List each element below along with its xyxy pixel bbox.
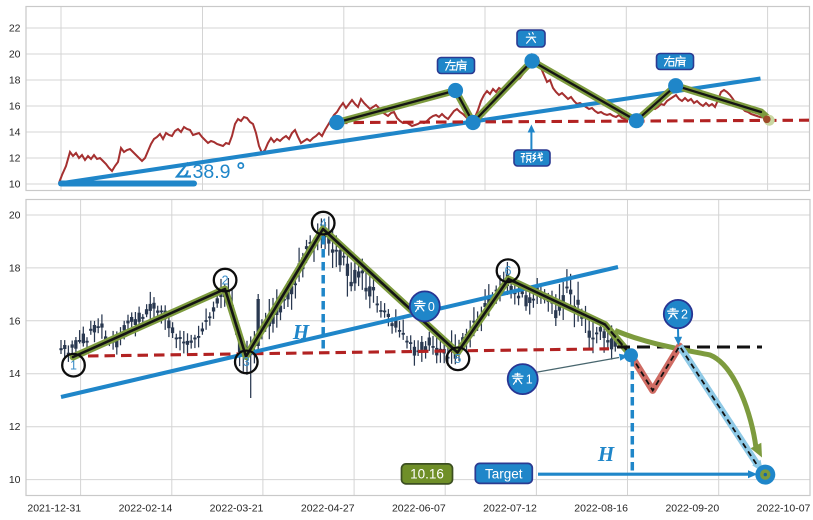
svg-text:2: 2 — [222, 273, 229, 287]
svg-text:Target: Target — [485, 467, 523, 482]
svg-text:H: H — [292, 320, 310, 344]
svg-text:16: 16 — [9, 315, 21, 327]
svg-text:1: 1 — [70, 358, 77, 372]
svg-text:5: 5 — [454, 352, 461, 366]
svg-text:2022-09-20: 2022-09-20 — [665, 503, 719, 515]
svg-text:10: 10 — [9, 179, 21, 191]
svg-text:10.16: 10.16 — [410, 467, 444, 482]
svg-text:38.9: 38.9 — [193, 161, 231, 183]
svg-text:2022-04-27: 2022-04-27 — [301, 503, 355, 515]
svg-text:10: 10 — [9, 474, 21, 486]
svg-text:18: 18 — [9, 262, 21, 274]
svg-text:16: 16 — [9, 101, 21, 113]
svg-text:0: 0 — [428, 300, 435, 314]
svg-text:2021-12-31: 2021-12-31 — [27, 503, 81, 515]
svg-text:14: 14 — [9, 368, 21, 380]
svg-text:2022-08-16: 2022-08-16 — [574, 503, 628, 515]
svg-text:3: 3 — [243, 355, 250, 369]
svg-text:6: 6 — [505, 264, 512, 278]
svg-text:4: 4 — [320, 216, 327, 230]
svg-text:2022-06-07: 2022-06-07 — [392, 503, 446, 515]
svg-text:22: 22 — [9, 23, 21, 35]
svg-text:2022-07-12: 2022-07-12 — [483, 503, 537, 515]
svg-text:20: 20 — [9, 210, 21, 222]
svg-text:H: H — [597, 442, 615, 466]
svg-text:2022-02-14: 2022-02-14 — [119, 503, 173, 515]
svg-text:18: 18 — [9, 75, 21, 87]
svg-text:14: 14 — [9, 127, 21, 139]
svg-text:12: 12 — [9, 421, 21, 433]
svg-text:2: 2 — [681, 308, 688, 322]
svg-text:2022-10-07: 2022-10-07 — [757, 503, 811, 515]
svg-text:1: 1 — [526, 373, 533, 387]
svg-text:2022-03-21: 2022-03-21 — [210, 503, 264, 515]
svg-text:12: 12 — [9, 153, 21, 165]
svg-text:20: 20 — [9, 49, 21, 61]
